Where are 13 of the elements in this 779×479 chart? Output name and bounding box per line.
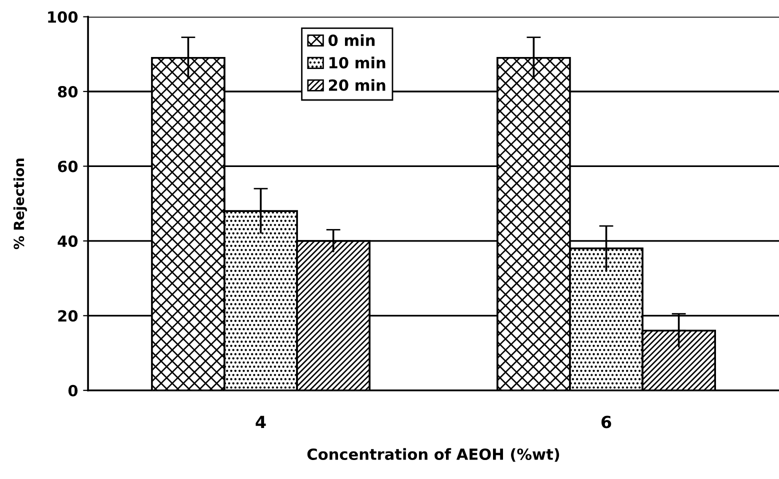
y-tick-label: 40 — [58, 235, 78, 247]
y-tick-label: 20 — [58, 310, 78, 322]
legend-label: 0 min — [328, 34, 375, 46]
y-tick-label: 60 — [58, 160, 78, 172]
legend-label: 10 min — [329, 56, 386, 68]
x-tick-label: 6 — [601, 416, 612, 428]
y-tick-label: 80 — [58, 86, 78, 98]
x-axis-title: Concentration of AEOH (%wt) — [307, 448, 560, 462]
legend-label: 20 min — [328, 79, 386, 91]
y-tick-label: 0 — [68, 384, 78, 396]
y-axis-title: % Rejection — [13, 158, 27, 250]
x-tick-label: 4 — [256, 416, 266, 428]
y-tick-label: 100 — [48, 11, 78, 23]
